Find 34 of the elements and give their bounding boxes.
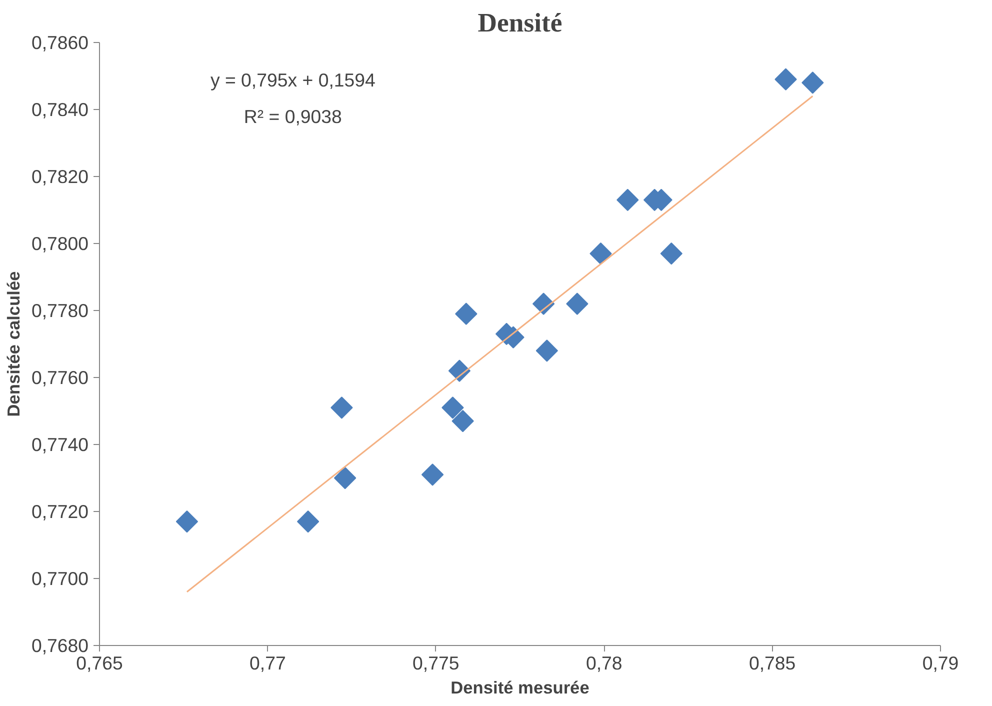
y-tick-label: 0,7720 (31, 501, 88, 522)
x-tick-label: 0,785 (748, 652, 796, 674)
x-axis-title: Densité mesurée (450, 678, 590, 698)
point (442, 396, 464, 419)
x-tick-label: 0,77 (250, 652, 286, 674)
point (566, 292, 588, 315)
point (802, 72, 824, 94)
point (455, 302, 478, 325)
y-tick-label: 0,7800 (31, 233, 88, 254)
y-tick-label: 0,7760 (31, 367, 88, 388)
chart-title: Densité (478, 8, 562, 38)
point (590, 242, 612, 265)
y-tick-label: 0,7820 (31, 166, 88, 187)
point (536, 340, 558, 362)
y-tick-label: 0,7740 (31, 434, 88, 455)
annotation: R² = 0,9038 (244, 106, 342, 127)
y-tick-label: 0,7700 (31, 568, 88, 589)
y-axis-title: Densitée calculée (3, 270, 24, 417)
point (660, 242, 682, 265)
point (774, 68, 797, 90)
point (452, 410, 474, 432)
annotation: y = 0,795x + 0,1594 (210, 70, 376, 91)
point (330, 396, 353, 419)
x-tick-label: 0,775 (412, 652, 460, 674)
point (616, 188, 639, 212)
y-tick-label: 0,7840 (31, 99, 88, 120)
point (176, 510, 198, 533)
point (296, 510, 320, 533)
point (334, 466, 356, 490)
y-tick-label: 0,7780 (31, 300, 88, 321)
x-tick-label: 0,78 (586, 652, 622, 674)
point (421, 464, 444, 486)
x-tick-label: 0,79 (922, 652, 959, 674)
y-tick-label: 0,7860 (31, 32, 88, 53)
